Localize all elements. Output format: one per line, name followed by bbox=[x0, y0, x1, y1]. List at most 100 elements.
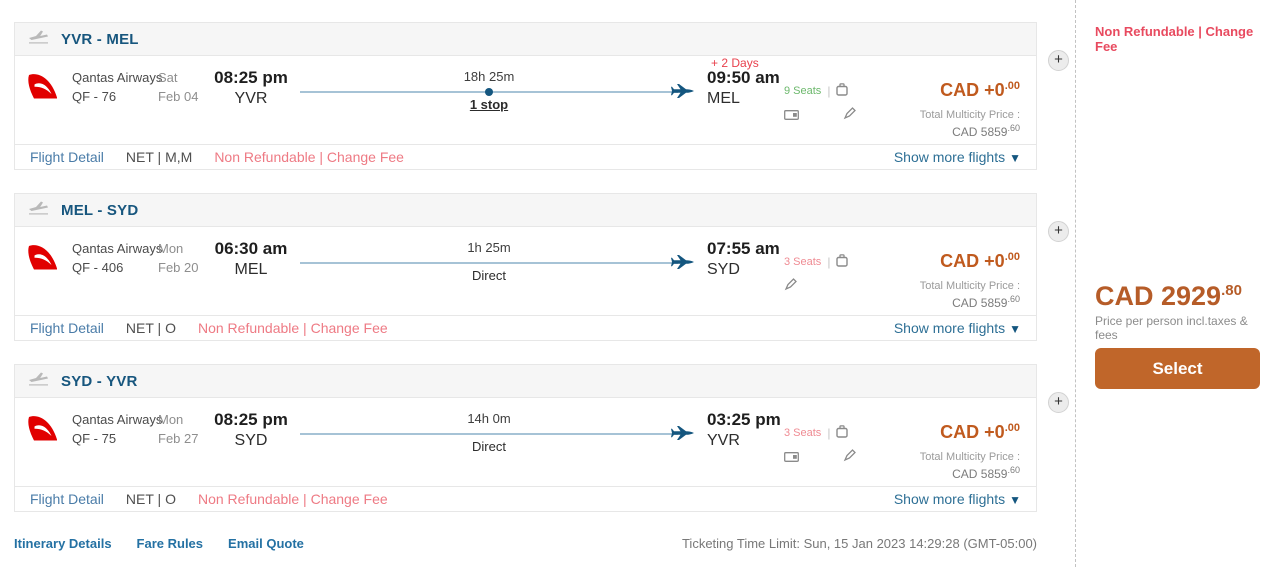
pen-icon bbox=[843, 449, 856, 467]
show-more-flights-link[interactable]: Show more flights ▼ bbox=[893, 149, 1021, 165]
show-more-flights-link[interactable]: Show more flights ▼ bbox=[893, 491, 1021, 507]
baggage-icon bbox=[836, 254, 849, 270]
airline-info: Qantas Airways QF - 75 bbox=[72, 410, 162, 448]
airline-name: Qantas Airways bbox=[72, 70, 163, 85]
qantas-logo bbox=[26, 70, 59, 106]
stops-info: Direct bbox=[300, 439, 678, 454]
segment-body: Qantas Airways QF - 406 Mon Feb 20 06:30… bbox=[15, 227, 1036, 315]
plane-takeoff-icon bbox=[28, 200, 50, 221]
route-title: YVR - MEL bbox=[61, 30, 139, 48]
departure-info: 08:25 pm YVR bbox=[201, 68, 301, 108]
day-of-week: Sat bbox=[158, 70, 178, 85]
arrival-time: 09:50 am bbox=[707, 68, 780, 87]
separator: | bbox=[827, 84, 831, 98]
departure-time: 08:25 pm bbox=[214, 68, 288, 87]
separator: | bbox=[827, 426, 831, 440]
fare-basis: NET | M,M bbox=[125, 149, 193, 165]
expand-plus-button[interactable]: + bbox=[1048, 392, 1069, 413]
arrival-info: + 2 Days 09:50 am MEL bbox=[707, 56, 787, 108]
segment-footer: Flight Detail NET | M,M Non Refundable |… bbox=[15, 144, 1036, 169]
flight-detail-link[interactable]: Flight Detail bbox=[30, 491, 104, 507]
arrival-city: YVR bbox=[707, 432, 740, 449]
fare-difference: CAD +0.00 bbox=[940, 422, 1020, 442]
plane-arrow-icon bbox=[671, 83, 695, 104]
price-block: CAD +0.00 Total Multicity Price : CAD 58… bbox=[920, 251, 1020, 310]
chevron-down-icon: ▼ bbox=[1009, 322, 1021, 336]
date-info: Mon Feb 20 bbox=[158, 239, 198, 277]
baggage-icon bbox=[836, 425, 849, 441]
expand-plus-button[interactable]: + bbox=[1048, 221, 1069, 242]
plane-arrow-icon bbox=[671, 425, 695, 446]
plane-arrow-icon bbox=[671, 254, 695, 275]
arrival-city: MEL bbox=[707, 90, 740, 107]
day-of-week: Mon bbox=[158, 241, 184, 256]
expand-plus-button[interactable]: + bbox=[1048, 50, 1069, 71]
segment-footer: Flight Detail NET | O Non Refundable | C… bbox=[15, 486, 1036, 511]
seats-amenities: 3 Seats | bbox=[784, 254, 874, 296]
qantas-logo bbox=[26, 412, 59, 448]
chevron-down-icon: ▼ bbox=[1009, 151, 1021, 165]
sidebar-total-price: CAD 2929.80 bbox=[1095, 281, 1242, 311]
arrival-city: SYD bbox=[707, 261, 740, 278]
flight-duration: 1h 25m bbox=[467, 240, 511, 255]
stops-link[interactable]: 1 stop bbox=[469, 97, 509, 112]
total-price-value: CAD 5859.60 bbox=[952, 465, 1020, 481]
flight-card-yvr-mel: YVR - MEL Qantas Airways QF - 76 Sat Feb… bbox=[14, 22, 1069, 170]
qantas-logo bbox=[26, 241, 59, 277]
airline-name: Qantas Airways bbox=[72, 241, 163, 256]
arrival-info: 03:25 pm YVR bbox=[707, 410, 787, 450]
itinerary-details-link[interactable]: Itinerary Details bbox=[14, 536, 112, 551]
date: Feb 04 bbox=[158, 89, 199, 104]
route-line bbox=[300, 433, 678, 435]
departure-time: 08:25 pm bbox=[214, 410, 288, 429]
pen-icon bbox=[784, 278, 797, 296]
flight-number: QF - 406 bbox=[72, 260, 124, 275]
price-sidebar: Non Refundable | Change Fee CAD 2929.80 … bbox=[1095, 0, 1260, 567]
flight-detail-link[interactable]: Flight Detail bbox=[30, 320, 104, 336]
route-line bbox=[300, 262, 678, 264]
ticketing-time-limit: Ticketing Time Limit: Sun, 15 Jan 2023 1… bbox=[681, 536, 1037, 551]
total-price-label: Total Multicity Price : bbox=[919, 451, 1020, 463]
email-quote-link[interactable]: Email Quote bbox=[228, 536, 304, 551]
stops-info: 1 stop bbox=[300, 97, 678, 112]
price-block: CAD +0.00 Total Multicity Price : CAD 58… bbox=[920, 80, 1020, 139]
day-of-week: Mon bbox=[158, 412, 184, 427]
baggage-icon bbox=[836, 83, 849, 99]
departure-city: YVR bbox=[234, 90, 268, 107]
chevron-down-icon: ▼ bbox=[1009, 493, 1021, 507]
arrival-info: 07:55 am SYD bbox=[707, 239, 787, 279]
vertical-divider bbox=[1075, 0, 1076, 567]
price-block: CAD +0.00 Total Multicity Price : CAD 58… bbox=[920, 422, 1020, 481]
sidebar-refund-note: Non Refundable | Change Fee bbox=[1095, 24, 1254, 54]
segment-footer: Flight Detail NET | O Non Refundable | C… bbox=[15, 315, 1036, 340]
stop-dot bbox=[485, 88, 493, 96]
flight-detail-link[interactable]: Flight Detail bbox=[30, 149, 104, 165]
total-price-label: Total Multicity Price : bbox=[919, 280, 1020, 292]
flight-card-syd-yvr: SYD - YVR Qantas Airways QF - 75 Mon Feb… bbox=[14, 364, 1069, 512]
segment-body: Qantas Airways QF - 76 Sat Feb 04 08:25 … bbox=[15, 56, 1036, 144]
select-button[interactable]: Select bbox=[1095, 348, 1260, 389]
seats-left: 3 Seats bbox=[784, 427, 822, 439]
seats-left: 9 Seats bbox=[784, 85, 822, 97]
seats-left: 3 Seats bbox=[784, 256, 822, 268]
flight-number: QF - 75 bbox=[72, 431, 117, 446]
refund-note: Non Refundable | Change Fee bbox=[214, 149, 404, 165]
flight-card-mel-syd: MEL - SYD Qantas Airways QF - 406 Mon Fe… bbox=[14, 193, 1069, 341]
day-offset: + 2 Days bbox=[711, 56, 759, 70]
total-price-value: CAD 5859.60 bbox=[952, 123, 1020, 139]
route-line bbox=[300, 88, 678, 96]
show-more-flights-link[interactable]: Show more flights ▼ bbox=[893, 320, 1021, 336]
flight-number: QF - 76 bbox=[72, 89, 117, 104]
fare-basis: NET | O bbox=[125, 320, 176, 336]
date-info: Mon Feb 27 bbox=[158, 410, 198, 448]
fare-basis: NET | O bbox=[125, 491, 176, 507]
fare-rules-link[interactable]: Fare Rules bbox=[136, 536, 204, 551]
plane-takeoff-icon bbox=[28, 371, 50, 392]
stops-label: Direct bbox=[472, 268, 506, 283]
route-title: MEL - SYD bbox=[61, 201, 139, 219]
refund-note: Non Refundable | Change Fee bbox=[197, 320, 388, 336]
departure-city: MEL bbox=[234, 261, 268, 278]
segment-body: Qantas Airways QF - 75 Mon Feb 27 08:25 … bbox=[15, 398, 1036, 486]
date: Feb 20 bbox=[158, 260, 199, 275]
